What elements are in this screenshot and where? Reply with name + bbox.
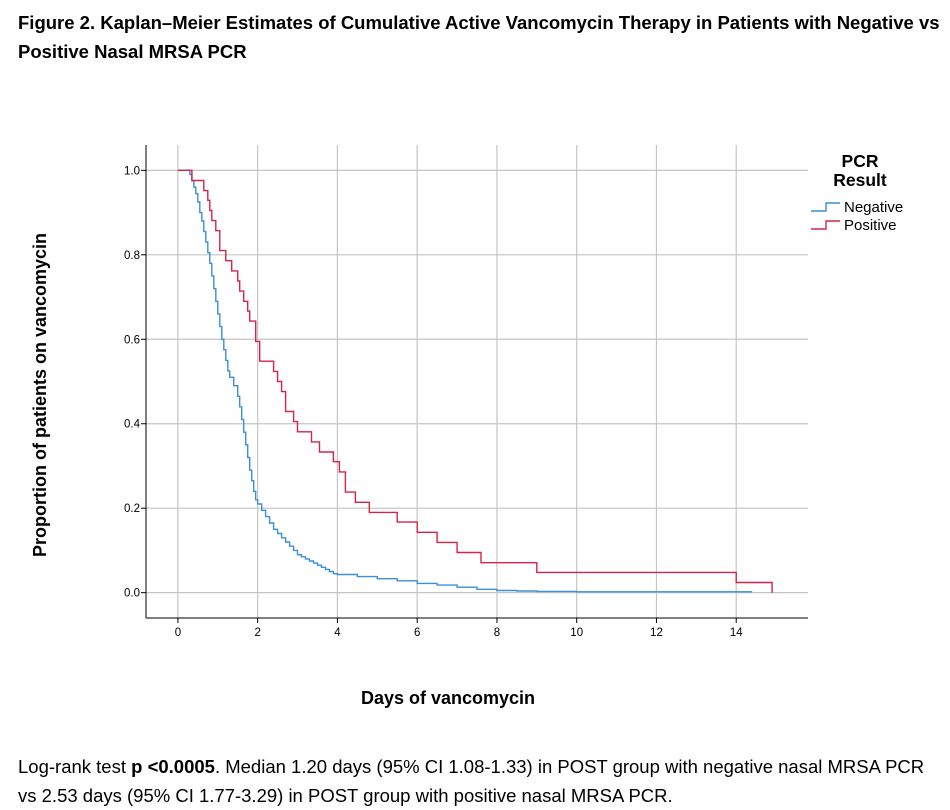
legend-swatch-positive (811, 220, 840, 230)
legend-swatch-negative (811, 202, 840, 212)
legend-label-negative: Negative (844, 199, 903, 216)
legend-label-positive: Positive (844, 217, 897, 234)
series-lines (177, 169, 773, 593)
x-axis-ticks: 0 2 4 6 8 10 12 14 (175, 618, 743, 639)
caption: Log-rank test p <0.0005. Median 1.20 day… (18, 752, 943, 810)
y-tick-label: 0.8 (124, 250, 140, 262)
y-tick-label: 0.2 (124, 503, 140, 515)
y-tick-label: 0.0 (124, 588, 140, 600)
y-tick-label: 0.4 (124, 419, 141, 431)
legend-title-line1: PCR (842, 151, 879, 171)
caption-prefix: Log-rank test (18, 756, 132, 777)
x-tick-label: 4 (334, 627, 341, 639)
series-line-negative (177, 169, 753, 593)
y-axis-ticks: 0.0 0.2 0.4 0.6 0.8 1.0 (124, 165, 146, 600)
y-tick-label: 1.0 (124, 165, 140, 177)
caption-p-value: p <0.0005 (131, 756, 215, 777)
figure-title: Figure 2. Kaplan–Meier Estimates of Cumu… (18, 12, 940, 62)
x-tick-label: 8 (494, 627, 500, 639)
y-axis-title: Proportion of patients on vancomycin (30, 233, 50, 557)
caption-suffix: . Median 1.20 days (95% CI 1.08-1.33) in… (18, 756, 925, 806)
x-tick-label: 0 (175, 627, 181, 639)
km-chart: 0.0 0.2 0.4 0.6 0.8 1.0 0 2 4 6 8 10 12 14 Days of v… (30, 145, 903, 708)
legend-title-line2: Result (833, 170, 887, 190)
x-tick-label: 14 (730, 627, 743, 639)
y-tick-label: 0.6 (124, 334, 140, 346)
x-tick-label: 12 (650, 627, 663, 639)
x-tick-label: 6 (414, 627, 420, 639)
x-tick-label: 10 (570, 627, 583, 639)
series-line-positive (177, 169, 773, 593)
x-tick-label: 2 (254, 627, 260, 639)
x-axis-title: Days of vancomycin (361, 688, 535, 708)
gridlines (146, 145, 808, 618)
